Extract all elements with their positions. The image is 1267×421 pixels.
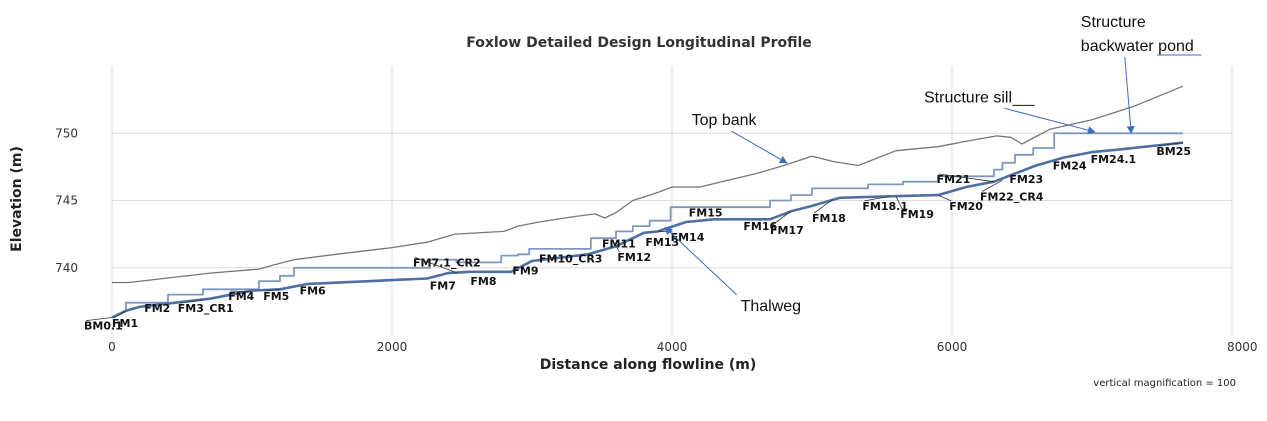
station-label-text: FM11 — [602, 238, 636, 251]
station-label-text: FM2 — [144, 302, 170, 315]
station-label-text: FM3_CR1 — [178, 302, 234, 315]
vertical-magnification-note: vertical magnification = 100 — [1093, 378, 1236, 389]
x-tick-label: 0 — [108, 340, 116, 354]
y-tick-label: 750 — [55, 126, 78, 140]
station-label-text: FM23 — [1009, 173, 1043, 186]
station-label: FM24 — [1053, 160, 1087, 173]
callout-text: Top bank — [692, 112, 758, 129]
station-label: FM17 — [770, 211, 804, 237]
station-label: FM6 — [300, 285, 326, 298]
station-label-text: FM24 — [1053, 160, 1087, 173]
station-label-text: FM24.1 — [1091, 153, 1137, 166]
station-label-text: FM19 — [900, 208, 934, 221]
station-label-text: FM12 — [617, 251, 651, 264]
station-label-text: FM1 — [112, 317, 138, 330]
callout-arrow — [732, 131, 787, 163]
station-label-text: FM6 — [300, 285, 326, 298]
x-tick-label: 4000 — [657, 340, 688, 354]
station-label-text: FM18 — [812, 212, 846, 225]
station-label: FM11 — [602, 238, 636, 251]
station-label-text: FM20 — [949, 200, 983, 213]
y-tick-label: 745 — [55, 194, 78, 208]
station-label-text: FM5 — [263, 290, 289, 303]
y-tick-label: 740 — [55, 261, 78, 275]
station-label-text: FM15 — [689, 207, 723, 220]
station-label: FM24.1 — [1091, 153, 1137, 166]
callout-arrow — [1005, 108, 1095, 132]
station-label: FM7 — [430, 279, 456, 292]
station-label: FM18 — [812, 199, 846, 225]
station-label: FM3_CR1 — [178, 300, 234, 315]
station-label-text: FM22_CR4 — [980, 191, 1044, 204]
callout: Structure backwater pond — [1081, 14, 1201, 133]
callout: Structure sill — [924, 89, 1095, 132]
station-label: FM23 — [1009, 173, 1043, 186]
callout: Top bank — [692, 112, 787, 163]
callout-text: backwater pond — [1081, 38, 1194, 55]
station-label: FM20 — [938, 195, 983, 213]
station-label-text: FM21 — [937, 173, 971, 186]
chart-title: Foxlow Detailed Design Longitudinal Prof… — [466, 35, 812, 51]
station-label-text: FM7.1_CR2 — [413, 256, 481, 269]
station-label-text: FM17 — [770, 224, 804, 237]
x-axis-label: Distance along flowline (m) — [540, 357, 757, 373]
x-tick-label: 2000 — [377, 340, 408, 354]
callout-arrow — [1125, 57, 1131, 133]
y-axis-label: Elevation (m) — [9, 146, 25, 252]
station-label: BM25 — [1156, 143, 1191, 158]
station-label-text: FM8 — [470, 275, 496, 288]
station-label-text: FM9 — [512, 264, 538, 277]
station-label-text: FM7 — [430, 279, 456, 292]
station-label: FM10_CR3 — [539, 252, 602, 265]
x-tick-label: 6000 — [937, 340, 968, 354]
station-label: FM5 — [263, 289, 289, 303]
callout-text: Structure — [1081, 14, 1146, 31]
station-label: FM8 — [470, 275, 496, 288]
callout-text: Thalweg — [741, 298, 801, 315]
callout-text: Structure sill — [924, 89, 1012, 106]
station-label: FM4 — [228, 290, 254, 303]
station-label-text: FM10_CR3 — [539, 252, 602, 265]
station-label: FM15 — [689, 207, 723, 220]
x-tick-label: 8000 — [1227, 340, 1258, 354]
station-label: FM2 — [144, 302, 170, 315]
station-label: FM9 — [512, 264, 538, 277]
station-label: FM1 — [112, 311, 138, 330]
station-label-text: BM25 — [1156, 145, 1191, 158]
